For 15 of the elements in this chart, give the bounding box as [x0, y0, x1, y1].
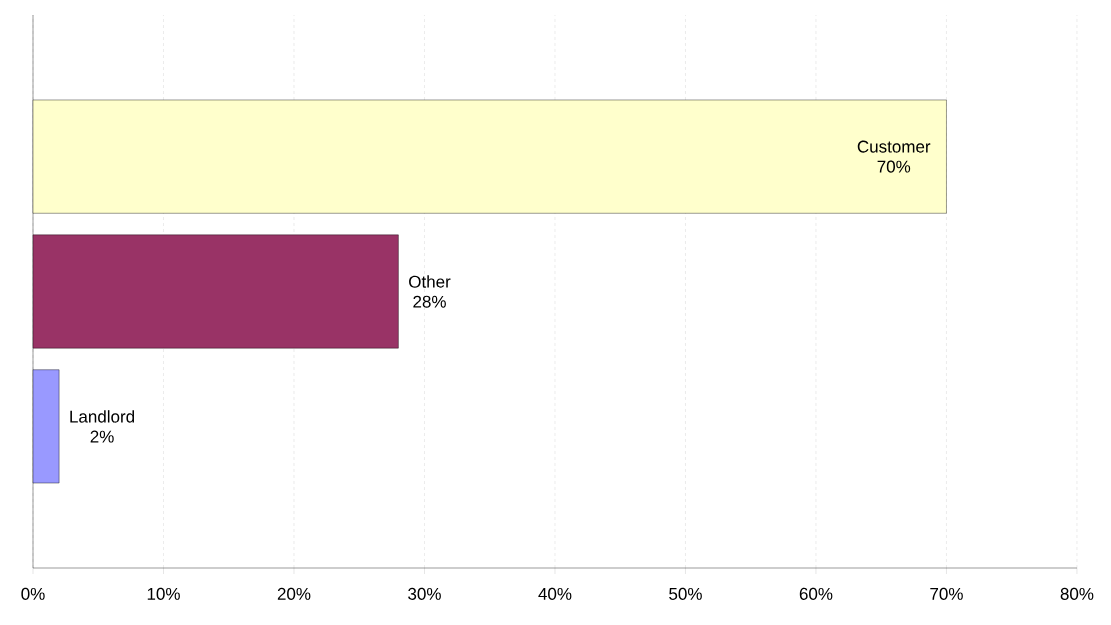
x-tick-label: 40%	[538, 587, 572, 600]
x-tick-label: 0%	[21, 587, 45, 600]
y-tick-label: Other	[409, 275, 451, 288]
data-label: 28%	[413, 295, 446, 308]
x-tick-label: 70%	[930, 587, 963, 600]
y-tick-label: Landlord	[70, 410, 135, 423]
x-tick-label: 20%	[277, 587, 311, 600]
x-tick-label: 10%	[147, 587, 180, 600]
data-label: 70%	[877, 160, 911, 173]
x-tick-label: 50%	[669, 587, 702, 600]
y-tick-label: Customer	[857, 140, 931, 153]
x-tick-label: 30%	[408, 587, 441, 600]
data-label: 2%	[90, 430, 114, 443]
x-tick-label: 60%	[799, 587, 833, 600]
x-tick-label: 80%	[1060, 587, 1094, 600]
